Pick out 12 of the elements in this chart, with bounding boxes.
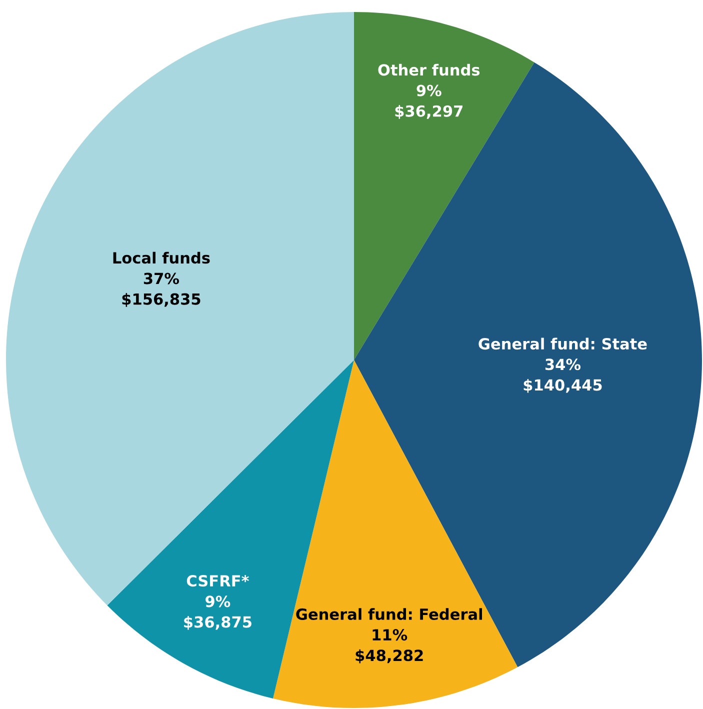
pie-slice bbox=[6, 12, 354, 606]
data-label: 9% $36,875 bbox=[184, 596, 252, 630]
slice-label: CSFRF* bbox=[186, 575, 249, 587]
data-label: 34% $140,445 bbox=[524, 358, 602, 393]
pie-slice bbox=[272, 360, 518, 708]
slice-label: Local funds bbox=[113, 252, 210, 264]
data-label: 9% $36,297 bbox=[395, 84, 462, 119]
slice-label: Other funds bbox=[378, 64, 480, 76]
data-label: 37% $156,835 bbox=[122, 272, 200, 307]
slice-label: General fund: Federal bbox=[296, 608, 482, 620]
data-label: 11% $48,282 bbox=[356, 629, 423, 664]
slice-label: General fund: State bbox=[478, 338, 647, 350]
